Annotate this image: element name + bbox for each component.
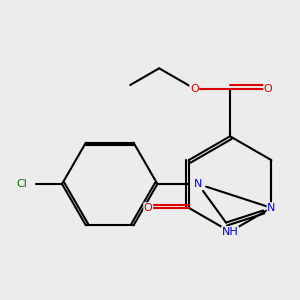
Text: N: N [267, 203, 276, 213]
Text: O: O [264, 84, 273, 94]
Text: O: O [190, 84, 199, 94]
Text: N: N [194, 179, 202, 189]
Text: O: O [144, 203, 153, 213]
Text: NH: NH [222, 227, 238, 237]
Text: Cl: Cl [16, 179, 27, 189]
